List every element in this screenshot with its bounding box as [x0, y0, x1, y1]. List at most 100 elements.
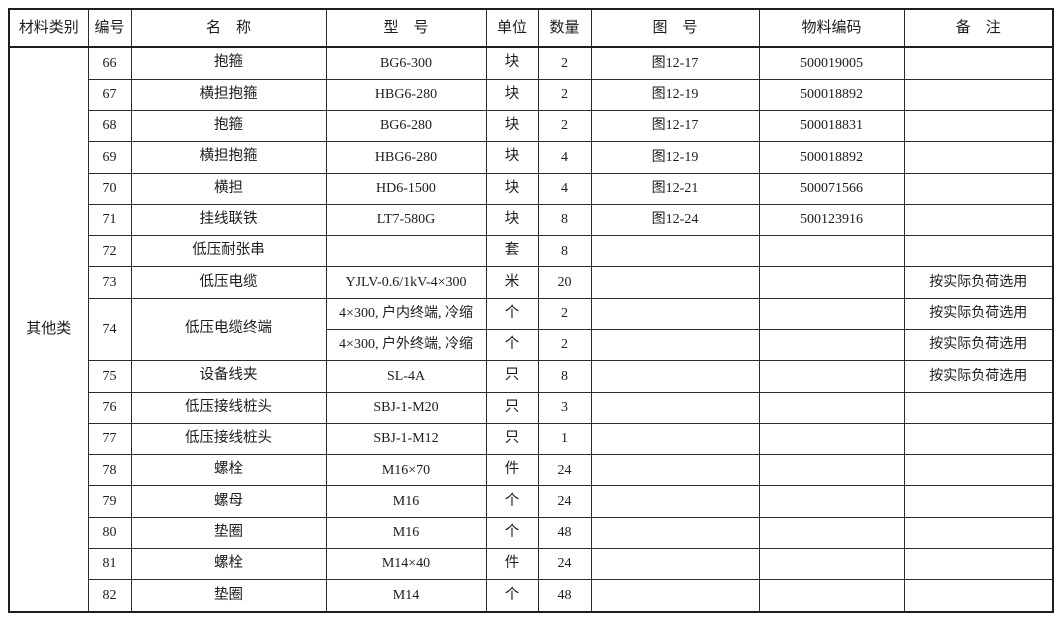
cell-model: M14	[325, 579, 487, 613]
cell-code: 500018892	[758, 78, 905, 111]
cell-name: 挂线联铁	[130, 203, 327, 237]
cell-model: LT7-580G	[325, 203, 487, 237]
table-row: 75 设备线夹 SL-4A 只 8 按实际负荷选用	[9, 360, 1054, 393]
cell-qty: 2	[537, 328, 592, 362]
cell-note	[903, 78, 1054, 111]
cell-model: HBG6-280	[325, 141, 487, 174]
cell-name: 横担抱箍	[130, 141, 327, 174]
cell-unit: 个	[485, 485, 539, 518]
cell-name: 低压接线桩头	[130, 422, 327, 456]
cell-qty: 2	[537, 109, 592, 143]
cell-note	[903, 391, 1054, 424]
table-row: 77 低压接线桩头 SBJ-1-M12 只 1	[9, 422, 1054, 456]
cell-qty: 4	[537, 141, 592, 174]
cell-note: 按实际负荷选用	[903, 297, 1054, 330]
table-row: 78 螺栓 M16×70 件 24	[9, 454, 1054, 487]
cell-qty: 8	[537, 203, 592, 237]
cell-unit: 套	[485, 235, 539, 268]
cell-note	[903, 172, 1054, 205]
cell-fig	[590, 485, 760, 518]
column-header-unit: 单位	[485, 8, 539, 48]
cell-qty: 20	[537, 266, 592, 299]
cell-qty: 3	[537, 391, 592, 424]
column-header-no: 编号	[87, 8, 132, 48]
table-row: 70 横担 HD6-1500 块 4 图12-21 500071566	[9, 172, 1054, 205]
cell-name: 抱箍	[130, 109, 327, 143]
cell-code	[758, 422, 905, 456]
cell-no: 66	[87, 46, 132, 80]
cell-qty: 24	[537, 547, 592, 581]
cell-unit: 件	[485, 454, 539, 487]
cell-qty: 8	[537, 235, 592, 268]
cell-code	[758, 266, 905, 299]
cell-model: 4×300, 户外终端, 冷缩	[325, 328, 487, 362]
cell-no: 81	[87, 547, 132, 581]
header-row: 材料类别 编号 名 称 型 号 单位 数量 图 号 物料编码 备 注	[8, 8, 1054, 48]
cell-unit: 个	[485, 297, 539, 330]
cell-unit: 块	[485, 46, 539, 80]
table-row: 67 横担抱箍 HBG6-280 块 2 图12-19 500018892	[9, 78, 1054, 111]
table-row: 69 横担抱箍 HBG6-280 块 4 图12-19 500018892	[9, 141, 1054, 174]
cell-note	[903, 235, 1054, 268]
cell-fig	[590, 454, 760, 487]
category-cell: 其他类	[8, 46, 89, 613]
cell-qty: 1	[537, 422, 592, 456]
cell-note	[903, 422, 1054, 456]
cell-code	[758, 391, 905, 424]
cell-fig: 图12-17	[590, 109, 760, 143]
cell-unit: 块	[485, 109, 539, 143]
cell-no: 74	[87, 297, 132, 362]
cell-no: 76	[87, 391, 132, 424]
cell-code: 500071566	[758, 172, 905, 205]
cell-unit: 块	[485, 141, 539, 174]
cell-name: 低压电缆	[130, 266, 327, 299]
cell-model: SBJ-1-M12	[325, 422, 487, 456]
cell-note	[903, 203, 1054, 237]
cell-fig: 图12-17	[590, 46, 760, 80]
cell-unit: 米	[485, 266, 539, 299]
cell-model	[325, 235, 487, 268]
cell-fig: 图12-19	[590, 78, 760, 111]
cell-no: 69	[87, 141, 132, 174]
cell-code	[758, 485, 905, 518]
cell-name: 抱箍	[130, 46, 327, 80]
column-header-name: 名 称	[130, 8, 327, 48]
cell-code	[758, 235, 905, 268]
cell-model: M16×70	[325, 454, 487, 487]
cell-no: 80	[87, 516, 132, 549]
cell-qty: 48	[537, 579, 592, 613]
cell-unit: 个	[485, 579, 539, 613]
cell-no: 67	[87, 78, 132, 111]
cell-fig	[590, 266, 760, 299]
cell-model: BG6-300	[325, 46, 487, 80]
table-row: 72 低压耐张串 套 8	[9, 235, 1054, 268]
cell-model: M16	[325, 485, 487, 518]
column-header-code: 物料编码	[758, 8, 905, 48]
cell-qty: 2	[537, 46, 592, 80]
column-header-model: 型 号	[325, 8, 487, 48]
materials-table: 材料类别 编号 名 称 型 号 单位 数量 图 号 物料编码 备 注 其他类 66…	[8, 8, 1054, 613]
cell-no: 72	[87, 235, 132, 268]
cell-code	[758, 454, 905, 487]
cell-note	[903, 579, 1054, 613]
cell-no: 77	[87, 422, 132, 456]
cell-name: 设备线夹	[130, 360, 327, 393]
cell-unit: 只	[485, 360, 539, 393]
cell-fig	[590, 579, 760, 613]
cell-note	[903, 46, 1054, 80]
cell-unit: 块	[485, 78, 539, 111]
cell-fig	[590, 360, 760, 393]
cell-no: 71	[87, 203, 132, 237]
cell-unit: 件	[485, 547, 539, 581]
table-row: 80 垫圈 M16 个 48	[9, 516, 1054, 549]
cell-name: 低压电缆终端	[130, 297, 327, 362]
cell-model: HBG6-280	[325, 78, 487, 111]
cell-name: 螺母	[130, 485, 327, 518]
cell-qty: 24	[537, 485, 592, 518]
cell-name: 垫圈	[130, 579, 327, 613]
cell-no: 78	[87, 454, 132, 487]
cell-fig	[590, 297, 760, 330]
cell-unit: 个	[485, 516, 539, 549]
cell-note	[903, 547, 1054, 581]
cell-note	[903, 109, 1054, 143]
